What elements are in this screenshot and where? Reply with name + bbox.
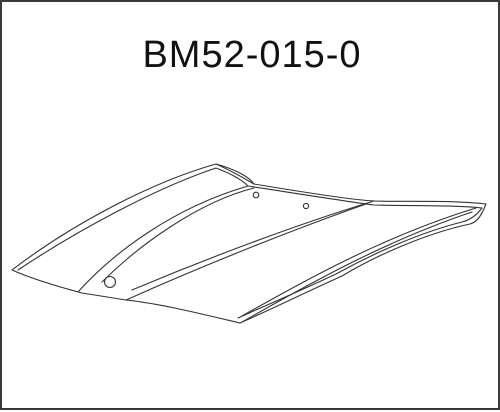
- left-rib-line: [77, 185, 249, 293]
- right-rib-line: [241, 211, 473, 323]
- center-rib-line: [125, 203, 367, 301]
- mounting-hole-left: [103, 275, 117, 289]
- rear-edge-line: [215, 163, 255, 185]
- mounting-hole-center: [252, 191, 260, 199]
- hood-front-edge: [17, 167, 483, 319]
- center-rib-line-inner: [131, 200, 375, 291]
- left-rib-line-inner: [101, 187, 255, 283]
- mounting-hole-right: [302, 202, 310, 210]
- right-rib-line-inner: [241, 207, 477, 317]
- part-number-label: BM52-015-0: [142, 34, 362, 76]
- hood-outline: [11, 163, 487, 324]
